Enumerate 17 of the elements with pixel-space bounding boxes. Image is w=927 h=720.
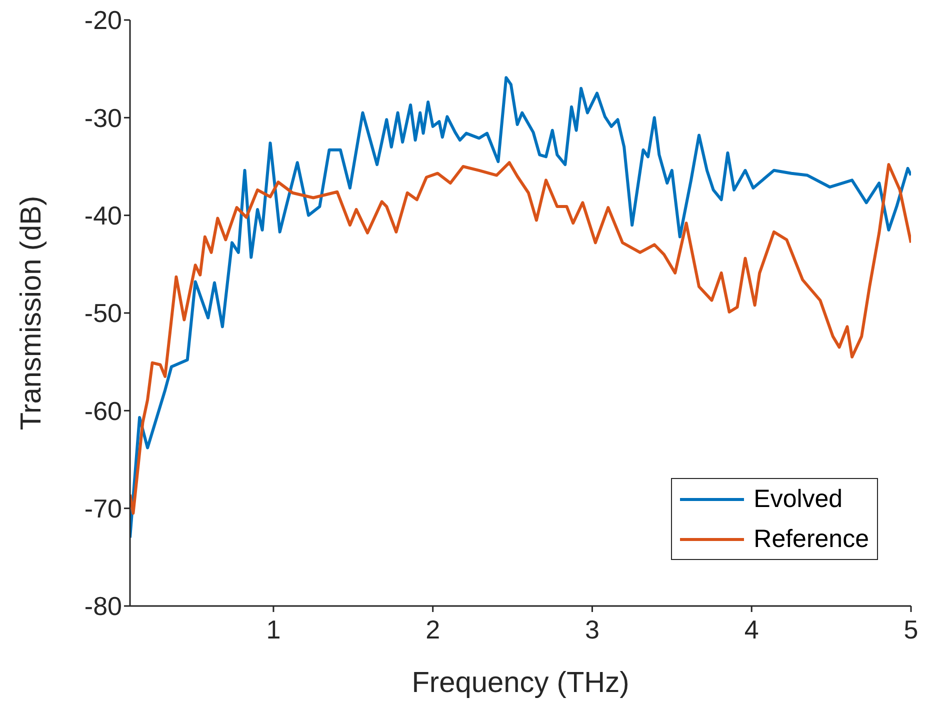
x-tick-label: 1 [266,614,281,644]
x-tick-label: 3 [584,614,600,644]
x-tick-label: 2 [426,614,440,644]
y-tick-label: -70 [84,494,122,524]
y-tick-label: -50 [84,298,122,328]
x-tick-label: 4 [744,614,759,644]
line-series [130,161,911,515]
x-tick-label: 5 [904,614,918,644]
y-axis-title: Transmission (dB) [15,196,48,430]
y-tick-label: -60 [84,396,122,426]
y-tick-label: -40 [84,200,122,231]
y-tick-label: -30 [84,102,122,133]
y-tick-label: -80 [84,591,122,622]
x-axis-title: Frequency (THz) [412,667,630,699]
legend-label: Evolved [754,484,843,515]
y-tick-label: -20 [84,5,122,36]
legend-label: Reference [754,524,869,555]
